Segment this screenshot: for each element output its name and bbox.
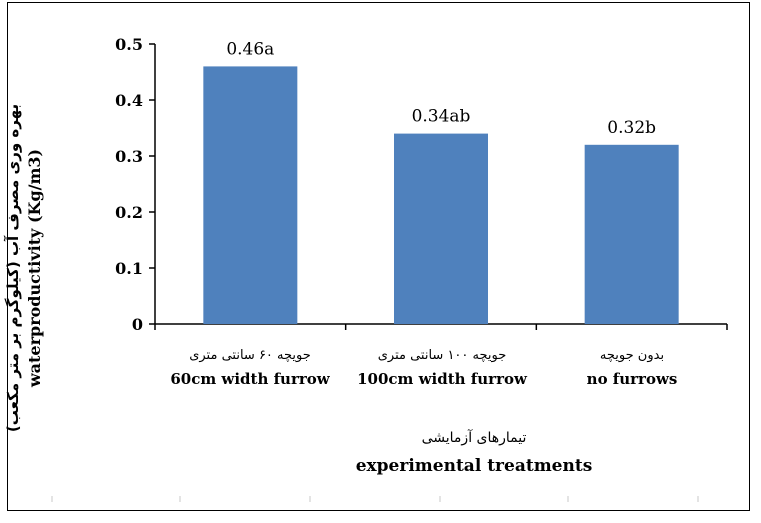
category-label-fa: بدون جویچه — [599, 348, 665, 363]
data-label: 0.32b — [607, 118, 656, 138]
x-ticks — [154, 324, 728, 330]
y-tick-label: 0.3 — [115, 147, 143, 166]
category-label-en: 100cm width furrow — [357, 370, 527, 388]
x-axis-title: تیمارهای آزمایشی experimental treatments — [356, 425, 593, 481]
y-ticks: 0 0.1 0.2 0.3 0.4 0.5 — [115, 35, 155, 334]
y-tick-label: 0.4 — [115, 91, 143, 110]
category-label-60cm: جویچه ۶۰ سانتی متری 60cm width furrow — [170, 345, 329, 391]
x-axis-title-en: experimental treatments — [355, 456, 593, 476]
y-tick-label: 0.5 — [115, 35, 143, 54]
y-tick-label: 0.2 — [115, 203, 143, 222]
data-label: 0.46a — [226, 39, 274, 59]
data-labels: 0.46a 0.34ab 0.32b — [226, 39, 656, 137]
bar — [394, 133, 488, 324]
chart-frame — [7, 2, 750, 511]
category-label-no-furrows: بدون جویچه no furrows — [587, 345, 678, 391]
category-label-100cm: جویچه ۱۰۰ سانتی متری 100cm width furrow — [357, 345, 527, 391]
x-axis-title-fa: تیمارهای آزمایشی — [421, 430, 527, 446]
data-label: 0.34ab — [412, 107, 471, 127]
y-tick-label: 0.1 — [115, 259, 143, 278]
category-label-fa: جویچه ۶۰ سانتی متری — [189, 348, 311, 363]
bar — [203, 66, 298, 325]
bars — [203, 66, 679, 325]
y-axis-title-fa: بهره وری مصرف آب (کیلوگرم بر متر مکعب) — [4, 103, 22, 433]
bar — [584, 144, 679, 324]
y-tick-label: 0 — [132, 315, 143, 334]
category-label-en: no furrows — [586, 370, 678, 388]
category-label-en: 60cm width furrow — [170, 370, 330, 388]
category-label-fa: جویچه ۱۰۰ سانتی متری — [377, 348, 507, 363]
y-axis-title-en: waterproductivity (Kg/m3) — [25, 148, 44, 388]
bottom-dotted-marks — [51, 496, 699, 502]
